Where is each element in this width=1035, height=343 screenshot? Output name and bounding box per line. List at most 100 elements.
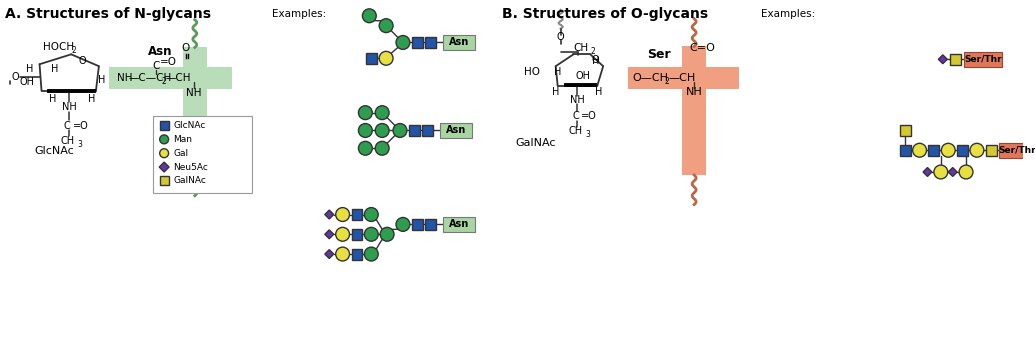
Text: OH: OH: [20, 77, 34, 87]
Text: Asn: Asn: [148, 45, 172, 58]
Circle shape: [959, 165, 973, 179]
Bar: [424, 219, 436, 230]
Text: C=O: C=O: [689, 44, 715, 54]
Text: GlcNAc: GlcNAc: [173, 121, 205, 130]
Text: H: H: [26, 64, 33, 74]
Circle shape: [379, 19, 393, 33]
Circle shape: [376, 141, 389, 155]
Circle shape: [379, 51, 393, 65]
Text: Gal: Gal: [173, 149, 188, 158]
Circle shape: [396, 36, 410, 49]
Bar: [159, 121, 169, 130]
Text: —CH: —CH: [166, 73, 190, 83]
Polygon shape: [325, 250, 333, 259]
Polygon shape: [939, 55, 947, 64]
Text: H: H: [552, 87, 559, 97]
Bar: [424, 37, 436, 48]
Text: OH: OH: [575, 71, 591, 81]
Circle shape: [364, 247, 378, 261]
Text: H: H: [88, 94, 95, 104]
Text: CH: CH: [60, 136, 75, 146]
Text: 3: 3: [78, 140, 82, 149]
Bar: [899, 145, 911, 156]
Bar: [352, 249, 362, 260]
Text: H: H: [594, 87, 602, 97]
FancyBboxPatch shape: [183, 47, 207, 168]
Circle shape: [364, 227, 378, 241]
Text: —C—CH: —C—CH: [128, 73, 172, 83]
Circle shape: [358, 106, 373, 120]
Text: C: C: [572, 111, 579, 121]
Bar: [352, 209, 362, 220]
Text: H: H: [51, 64, 58, 74]
FancyBboxPatch shape: [999, 143, 1035, 158]
FancyBboxPatch shape: [153, 116, 253, 193]
Text: =O: =O: [582, 111, 597, 121]
Bar: [985, 145, 997, 156]
Bar: [409, 125, 420, 136]
Text: HO: HO: [524, 67, 540, 77]
Text: H: H: [49, 94, 56, 104]
Circle shape: [376, 106, 389, 120]
Text: NH: NH: [117, 73, 132, 83]
Text: O—CH: O—CH: [632, 73, 669, 83]
Circle shape: [393, 123, 407, 138]
Text: H: H: [98, 75, 106, 85]
Text: O: O: [557, 32, 564, 42]
Circle shape: [913, 143, 926, 157]
FancyBboxPatch shape: [443, 217, 475, 232]
Bar: [352, 229, 362, 240]
Bar: [412, 219, 422, 230]
Text: 2: 2: [161, 76, 166, 85]
Text: 3: 3: [586, 130, 590, 139]
Polygon shape: [159, 162, 169, 172]
Text: Ser/Thr: Ser/Thr: [964, 55, 1002, 64]
Circle shape: [159, 135, 169, 144]
Circle shape: [364, 208, 378, 222]
Polygon shape: [325, 210, 333, 219]
Text: Examples:: Examples:: [762, 9, 816, 19]
Bar: [365, 53, 377, 64]
Bar: [412, 37, 422, 48]
Text: NH: NH: [186, 88, 202, 98]
Text: —CH: —CH: [669, 73, 696, 83]
Text: C: C: [152, 61, 160, 71]
Text: NH: NH: [62, 102, 77, 112]
Text: A. Structures of N-glycans: A. Structures of N-glycans: [5, 7, 211, 21]
Text: GalNAc: GalNAc: [173, 176, 206, 186]
Text: Asn: Asn: [448, 37, 469, 47]
Text: Ser/Thr: Ser/Thr: [999, 146, 1035, 155]
Bar: [159, 176, 169, 185]
Bar: [899, 125, 911, 136]
Text: O: O: [11, 72, 19, 82]
Text: O: O: [182, 44, 190, 54]
FancyBboxPatch shape: [682, 46, 706, 175]
Text: Asn: Asn: [448, 220, 469, 229]
Text: O: O: [79, 56, 86, 66]
Text: Examples:: Examples:: [272, 9, 326, 19]
Polygon shape: [923, 167, 932, 176]
Text: CH: CH: [573, 44, 589, 54]
Text: NH: NH: [570, 95, 585, 105]
Text: GalNAc: GalNAc: [515, 138, 556, 148]
Text: Neu5Ac: Neu5Ac: [173, 163, 208, 172]
FancyBboxPatch shape: [443, 35, 475, 50]
Bar: [950, 54, 962, 65]
Polygon shape: [948, 167, 957, 176]
Bar: [957, 145, 968, 156]
Text: 2: 2: [590, 47, 595, 56]
Circle shape: [376, 123, 389, 138]
Bar: [928, 145, 940, 156]
Text: H: H: [592, 56, 599, 66]
FancyBboxPatch shape: [964, 52, 1002, 67]
Text: Asn: Asn: [446, 126, 466, 135]
FancyBboxPatch shape: [628, 67, 739, 89]
Circle shape: [159, 149, 169, 158]
Circle shape: [934, 165, 948, 179]
Circle shape: [941, 143, 955, 157]
Text: NH: NH: [686, 87, 703, 97]
Text: =O: =O: [160, 57, 177, 67]
Text: 2: 2: [664, 76, 670, 85]
Circle shape: [335, 247, 350, 261]
Text: H: H: [554, 67, 561, 77]
